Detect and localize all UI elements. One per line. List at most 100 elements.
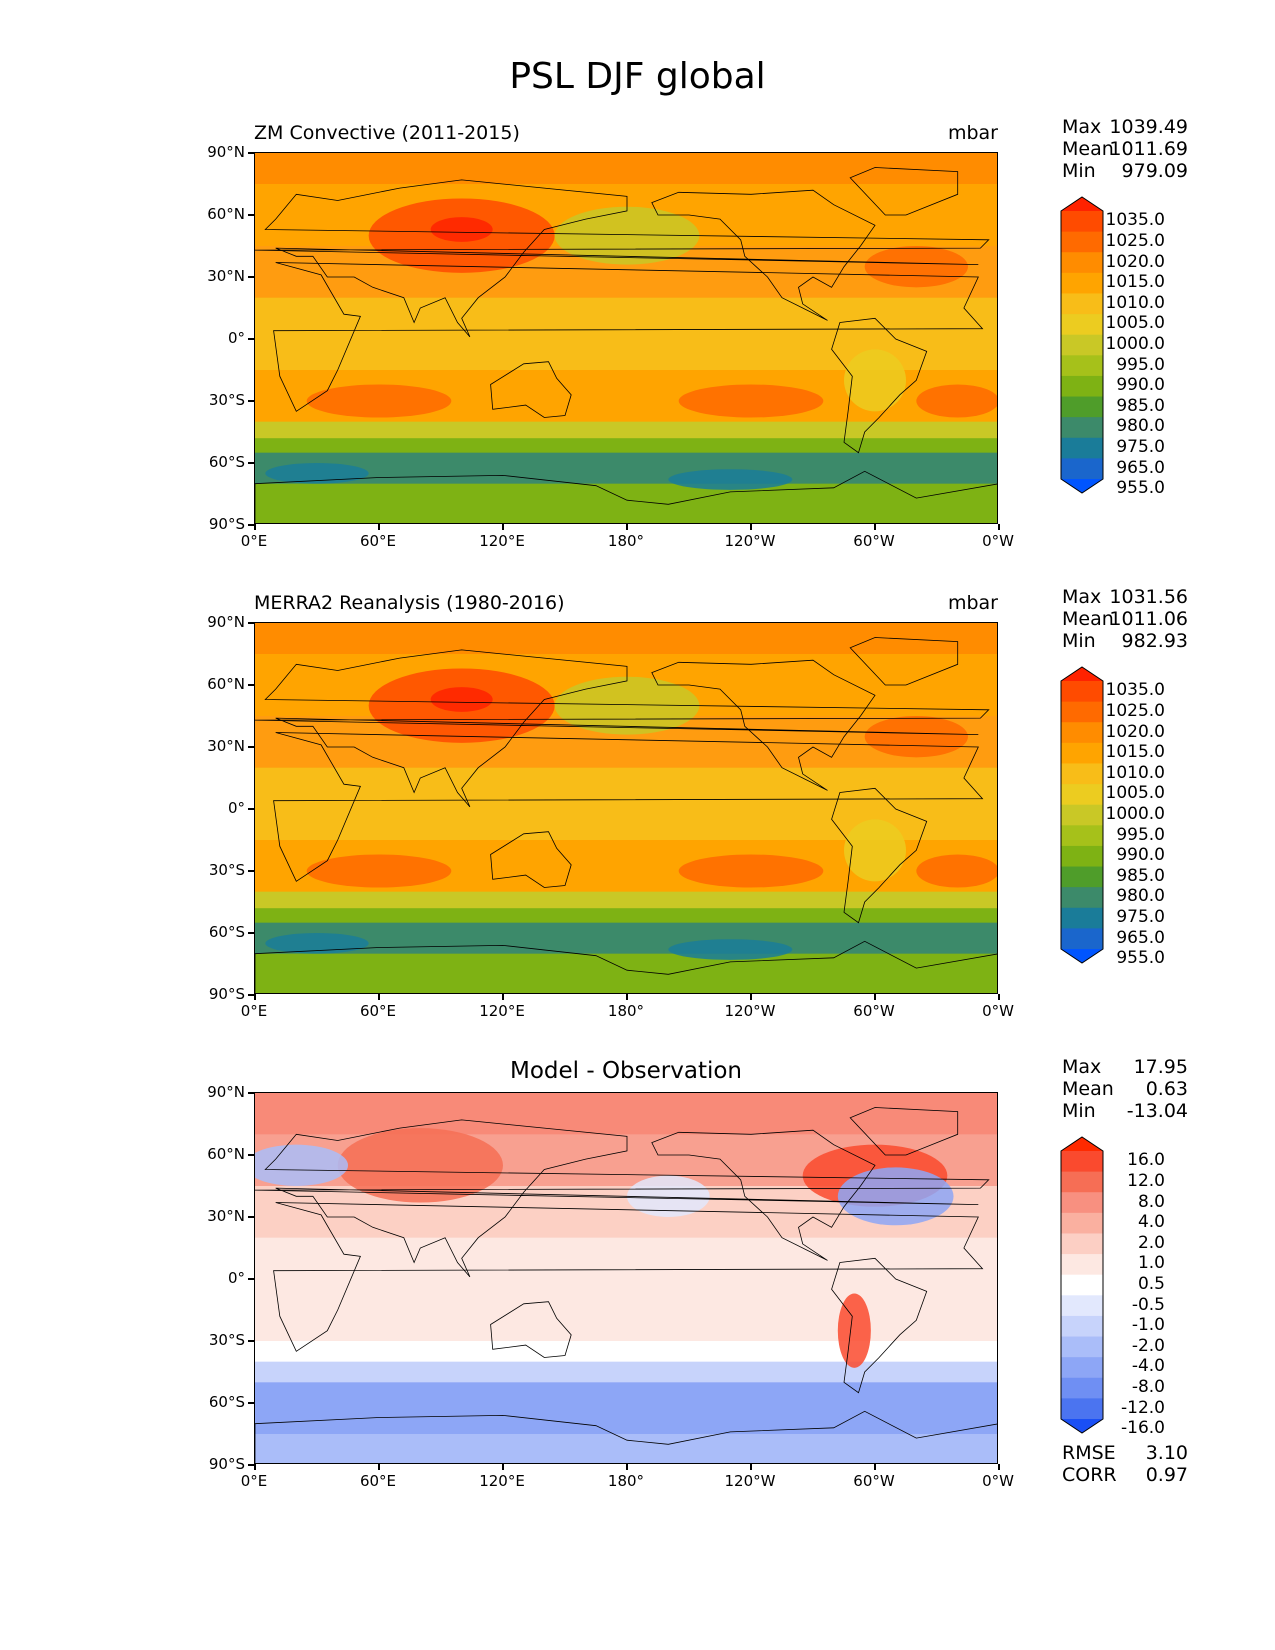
colorbar-level-label: 995.0 [1116, 354, 1165, 375]
lat-tick-label: 30°N [207, 737, 245, 755]
lon-tick-mark [626, 1464, 628, 1470]
stat-label: Mean [1062, 608, 1114, 630]
lon-tick-mark [750, 524, 752, 530]
stat-label: Mean [1062, 138, 1114, 160]
lon-tick-label: 180° [607, 1472, 645, 1490]
lat-tick-mark [248, 152, 254, 154]
stat-value: 982.93 [1121, 630, 1188, 652]
lat-tick-mark [248, 1340, 254, 1342]
lon-tick-label: 60°E [359, 532, 397, 550]
lat-tick-mark [248, 994, 254, 996]
lat-tick-label: 30°N [207, 267, 245, 285]
colorbar-level-label: 990.0 [1116, 375, 1165, 396]
lon-tick-label: 0°E [240, 1002, 268, 1020]
lat-tick-mark [248, 338, 254, 340]
footer-stat-label: CORR [1062, 1464, 1117, 1486]
lat-tick-mark [248, 1092, 254, 1094]
colorbar-level-label: 1000.0 [1105, 804, 1165, 824]
lat-tick-label: 30°S [208, 391, 245, 409]
panel-title: ZM Convective (2011-2015) [254, 122, 520, 144]
colorbar-level-label: 1020.0 [1105, 251, 1165, 272]
lat-tick-mark [248, 622, 254, 624]
colorbar-level-label: 8.0 [1137, 1191, 1165, 1212]
lon-tick-mark [254, 1464, 256, 1470]
colorbar-level-label: 1000.0 [1105, 334, 1165, 354]
lon-tick-mark [626, 524, 628, 530]
colorbar-level-label: 1035.0 [1105, 210, 1165, 231]
lon-tick-mark [378, 994, 380, 1000]
lon-tick-label: 0°E [240, 1472, 268, 1490]
footer-stat-label: RMSE [1062, 1442, 1116, 1464]
lat-tick-label: 60°S [208, 453, 245, 471]
lon-tick-label: 120°W [724, 532, 776, 550]
lat-tick-label: 90°S [208, 515, 245, 533]
lat-tick-mark [248, 808, 254, 810]
map-panel [254, 152, 998, 524]
colorbar-level-label: 955.0 [1116, 948, 1165, 969]
stat-value: 1031.56 [1109, 586, 1188, 608]
lon-tick-label: 0°W [982, 1002, 1014, 1020]
colorbar-level-label: 1.0 [1137, 1253, 1165, 1274]
lat-tick-mark [248, 1278, 254, 1280]
lat-tick-mark [248, 1402, 254, 1404]
units-label: mbar [947, 122, 998, 144]
colorbar-level-label: 1010.0 [1105, 762, 1165, 783]
stat-label: Mean [1062, 1078, 1114, 1100]
map-panel [254, 1092, 998, 1464]
lat-tick-label: 0° [227, 799, 245, 817]
lat-tick-mark [248, 684, 254, 686]
colorbar-level-label: 975.0 [1116, 437, 1165, 458]
lon-tick-mark [502, 994, 504, 1000]
lon-tick-mark [626, 994, 628, 1000]
lon-tick-mark [874, 524, 876, 530]
lon-tick-mark [750, 994, 752, 1000]
stat-label: Max [1062, 1056, 1102, 1078]
colorbar-level-label: 1020.0 [1105, 721, 1165, 742]
colorbar-level-label: 1035.0 [1105, 680, 1165, 701]
colorbar-level-label: 965.0 [1116, 457, 1165, 478]
map-panel [254, 622, 998, 994]
lon-tick-label: 120°E [479, 1472, 525, 1490]
colorbar-level-label: 995.0 [1116, 824, 1165, 845]
stat-label: Min [1062, 1100, 1096, 1122]
lat-tick-label: 30°N [207, 1207, 245, 1225]
colorbar-level-label: 0.5 [1137, 1274, 1165, 1294]
colorbar-level-label: -16.0 [1121, 1418, 1165, 1439]
lat-tick-label: 60°N [207, 205, 245, 223]
colorbar-level-label: -2.0 [1131, 1335, 1165, 1356]
lon-tick-mark [254, 524, 256, 530]
lon-tick-mark [874, 1464, 876, 1470]
lat-tick-label: 60°N [207, 675, 245, 693]
lat-tick-label: 60°S [208, 923, 245, 941]
lat-tick-label: 90°N [207, 613, 245, 631]
stat-value: 979.09 [1121, 160, 1188, 182]
lat-tick-label: 90°N [207, 143, 245, 161]
lon-tick-label: 180° [607, 532, 645, 550]
lat-tick-label: 30°S [208, 1331, 245, 1349]
lat-tick-mark [248, 1216, 254, 1218]
colorbar-level-label: 990.0 [1116, 845, 1165, 866]
lat-tick-mark [248, 870, 254, 872]
footer-stat-value: 0.97 [1145, 1464, 1188, 1486]
colorbar [1060, 1136, 1104, 1438]
colorbar-level-label: 980.0 [1116, 886, 1165, 907]
panel-title: MERRA2 Reanalysis (1980-2016) [254, 592, 565, 614]
lon-tick-mark [998, 1464, 1000, 1470]
lat-tick-mark [248, 932, 254, 934]
lon-tick-label: 180° [607, 1002, 645, 1020]
colorbar-level-label: 1005.0 [1105, 313, 1165, 334]
stat-label: Min [1062, 160, 1096, 182]
colorbar-level-label: 985.0 [1116, 395, 1165, 416]
colorbar-level-label: 16.0 [1127, 1150, 1165, 1171]
colorbar-level-label: 4.0 [1137, 1212, 1165, 1233]
lat-tick-mark [248, 400, 254, 402]
lon-tick-label: 60°E [359, 1002, 397, 1020]
stat-value: 1011.69 [1109, 138, 1188, 160]
lon-tick-label: 0°E [240, 532, 268, 550]
lon-tick-mark [502, 1464, 504, 1470]
lon-tick-label: 0°W [982, 532, 1014, 550]
colorbar-level-label: 980.0 [1116, 416, 1165, 437]
lat-tick-label: 60°S [208, 1393, 245, 1411]
colorbar-level-label: -8.0 [1131, 1377, 1165, 1398]
lon-tick-mark [378, 1464, 380, 1470]
